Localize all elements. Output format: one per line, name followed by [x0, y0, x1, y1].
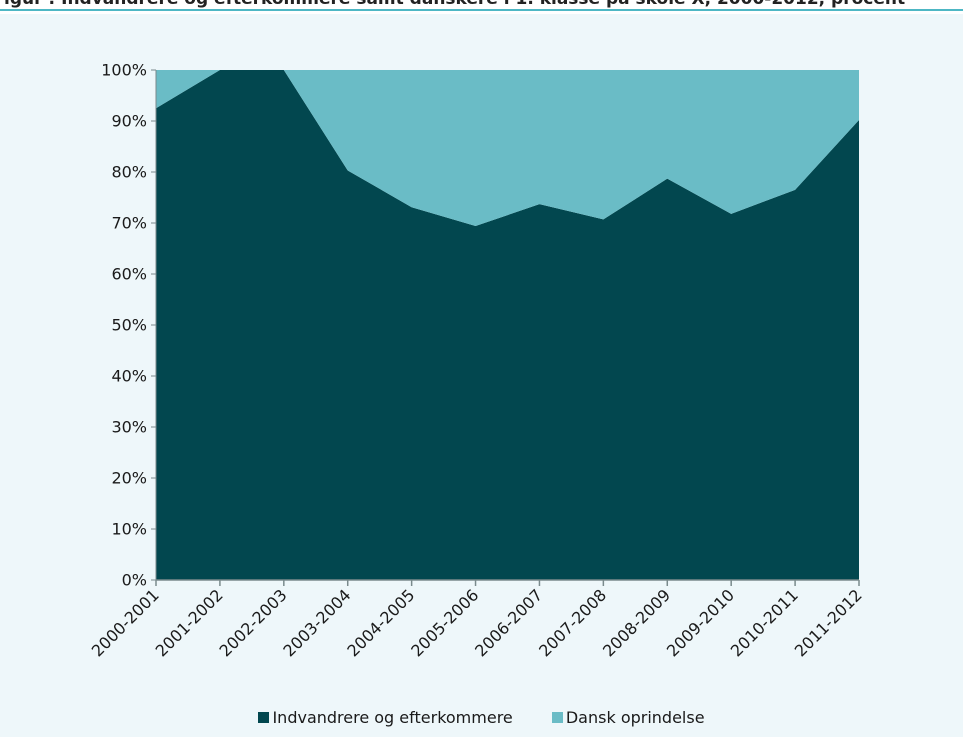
x-tick-label: 2003-2004 — [279, 585, 354, 660]
axes-layer — [151, 69, 860, 586]
y-tick-label: 100% — [101, 61, 147, 80]
area-series-1 — [156, 70, 859, 580]
x-tick-label: 2004-2005 — [343, 585, 418, 660]
legend: Indvandrere og efterkommere Dansk oprind… — [0, 708, 963, 727]
x-tick-label: 2000-2001 — [88, 585, 163, 660]
legend-label-series-1: Indvandrere og efterkommere — [272, 708, 513, 727]
x-tick-label: 2011-2012 — [791, 585, 866, 660]
figure-title: igur : Indvandrere og efterkommere samt … — [4, 0, 905, 8]
legend-item-series-1: Indvandrere og efterkommere — [258, 708, 513, 727]
x-tick-label: 2006-2007 — [471, 585, 546, 660]
x-tick-label: 2005-2006 — [407, 585, 482, 660]
y-tick-label: 70% — [111, 214, 147, 233]
title-rule — [0, 9, 963, 11]
y-tick-label: 50% — [111, 316, 147, 335]
y-tick-label: 80% — [111, 163, 147, 182]
y-tick-label: 20% — [111, 469, 147, 488]
x-tick-label: 2001-2002 — [152, 585, 227, 660]
x-tick-label: 2002-2003 — [216, 585, 291, 660]
y-tick-label: 30% — [111, 418, 147, 437]
x-tick-label: 2009-2010 — [663, 585, 738, 660]
legend-swatch-series-1 — [258, 712, 270, 723]
y-tick-label: 60% — [111, 265, 147, 284]
area-layer — [156, 70, 859, 580]
legend-swatch-series-2 — [551, 712, 563, 723]
x-tick-label: 2007-2008 — [535, 585, 610, 660]
y-tick-label: 10% — [111, 520, 147, 539]
x-tick-label: 2008-2009 — [599, 585, 674, 660]
x-tick-label: 2010-2011 — [727, 585, 802, 660]
area-series-2 — [156, 70, 859, 227]
y-tick-label: 0% — [122, 571, 147, 590]
legend-item-series-2: Dansk oprindelse — [551, 708, 705, 727]
y-tick-label: 40% — [111, 367, 147, 386]
y-tick-label: 90% — [111, 112, 147, 131]
legend-label-series-2: Dansk oprindelse — [565, 708, 705, 727]
figure-title-strip: igur : Indvandrere og efterkommere samt … — [0, 0, 963, 8]
